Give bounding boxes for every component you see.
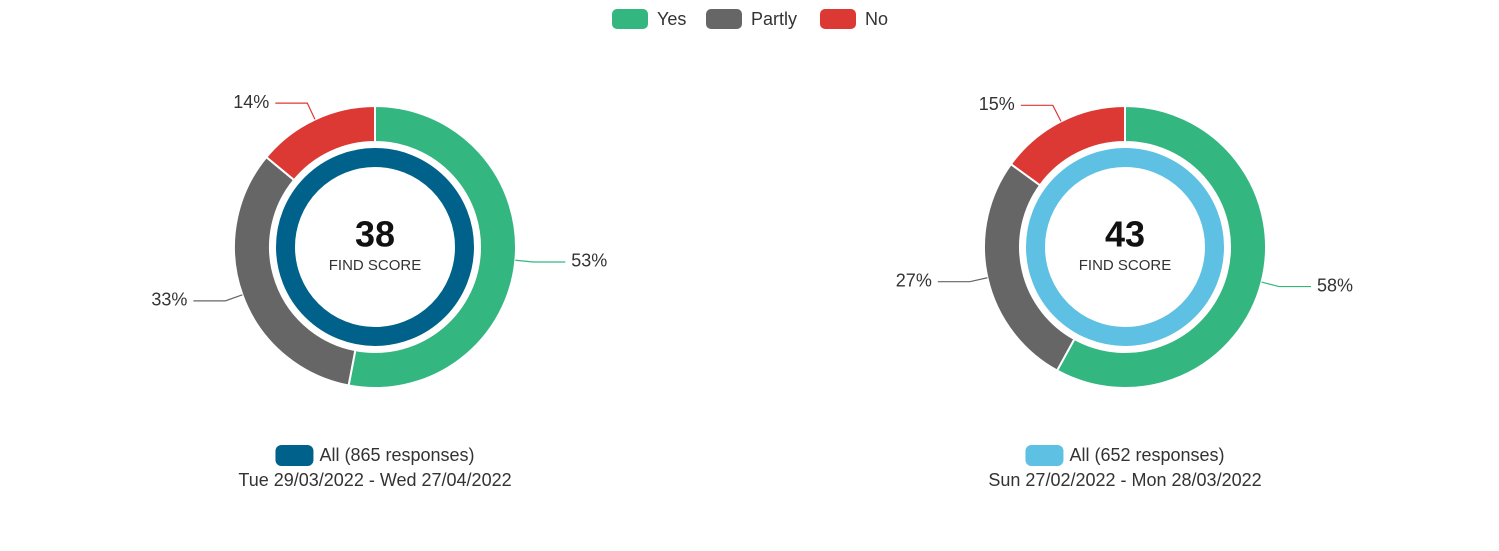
leader-line xyxy=(1020,104,1062,122)
score-value: 38 xyxy=(355,214,395,255)
legend-label: Partly xyxy=(751,9,797,29)
donut-chart: 58% 27% 15% 43 FIND SCORE All (652 responses)… xyxy=(896,94,1353,490)
leader-line xyxy=(937,277,988,283)
value-label: 14% xyxy=(233,92,269,112)
value-label: 27% xyxy=(896,270,932,290)
donut-segment xyxy=(1009,104,1126,187)
legend-item: No xyxy=(820,9,888,29)
legend-label: Yes xyxy=(657,9,686,29)
value-label: 15% xyxy=(979,94,1015,114)
value-label: 53% xyxy=(571,251,607,271)
score-ring xyxy=(1026,148,1224,346)
donut-chart: 53% 33% 14% 38 FIND SCORE All (865 responses)… xyxy=(151,92,607,490)
date-range: Tue 29/03/2022 - Wed 27/04/2022 xyxy=(238,470,511,490)
donut-segment xyxy=(264,104,376,182)
score-label: FIND SCORE xyxy=(329,257,422,274)
leader-line xyxy=(515,259,566,263)
leader-line xyxy=(193,294,243,302)
caption-swatch xyxy=(1025,445,1064,466)
legend-swatch xyxy=(820,9,856,29)
date-range: Sun 27/02/2022 - Mon 28/03/2022 xyxy=(988,470,1261,490)
leader-line xyxy=(1261,281,1312,288)
caption: All (652 responses) xyxy=(1025,445,1225,466)
score-label: FIND SCORE xyxy=(1079,257,1172,274)
caption: All (865 responses) xyxy=(275,445,475,466)
legend-item: Yes xyxy=(612,9,686,29)
caption-text: All (652 responses) xyxy=(1069,445,1224,465)
caption-swatch xyxy=(275,445,314,466)
legend-swatch xyxy=(612,9,648,29)
donut-segment xyxy=(1055,104,1267,389)
donut-segment xyxy=(347,104,517,389)
caption-text: All (865 responses) xyxy=(319,445,474,465)
score-ring xyxy=(276,148,474,346)
value-label: 33% xyxy=(151,290,187,310)
score-value: 43 xyxy=(1105,214,1145,255)
legend-label: No xyxy=(865,9,888,29)
legend-swatch xyxy=(706,9,742,29)
legend-item: Partly xyxy=(706,9,797,29)
leader-line xyxy=(275,102,316,120)
value-label: 58% xyxy=(1317,275,1353,295)
